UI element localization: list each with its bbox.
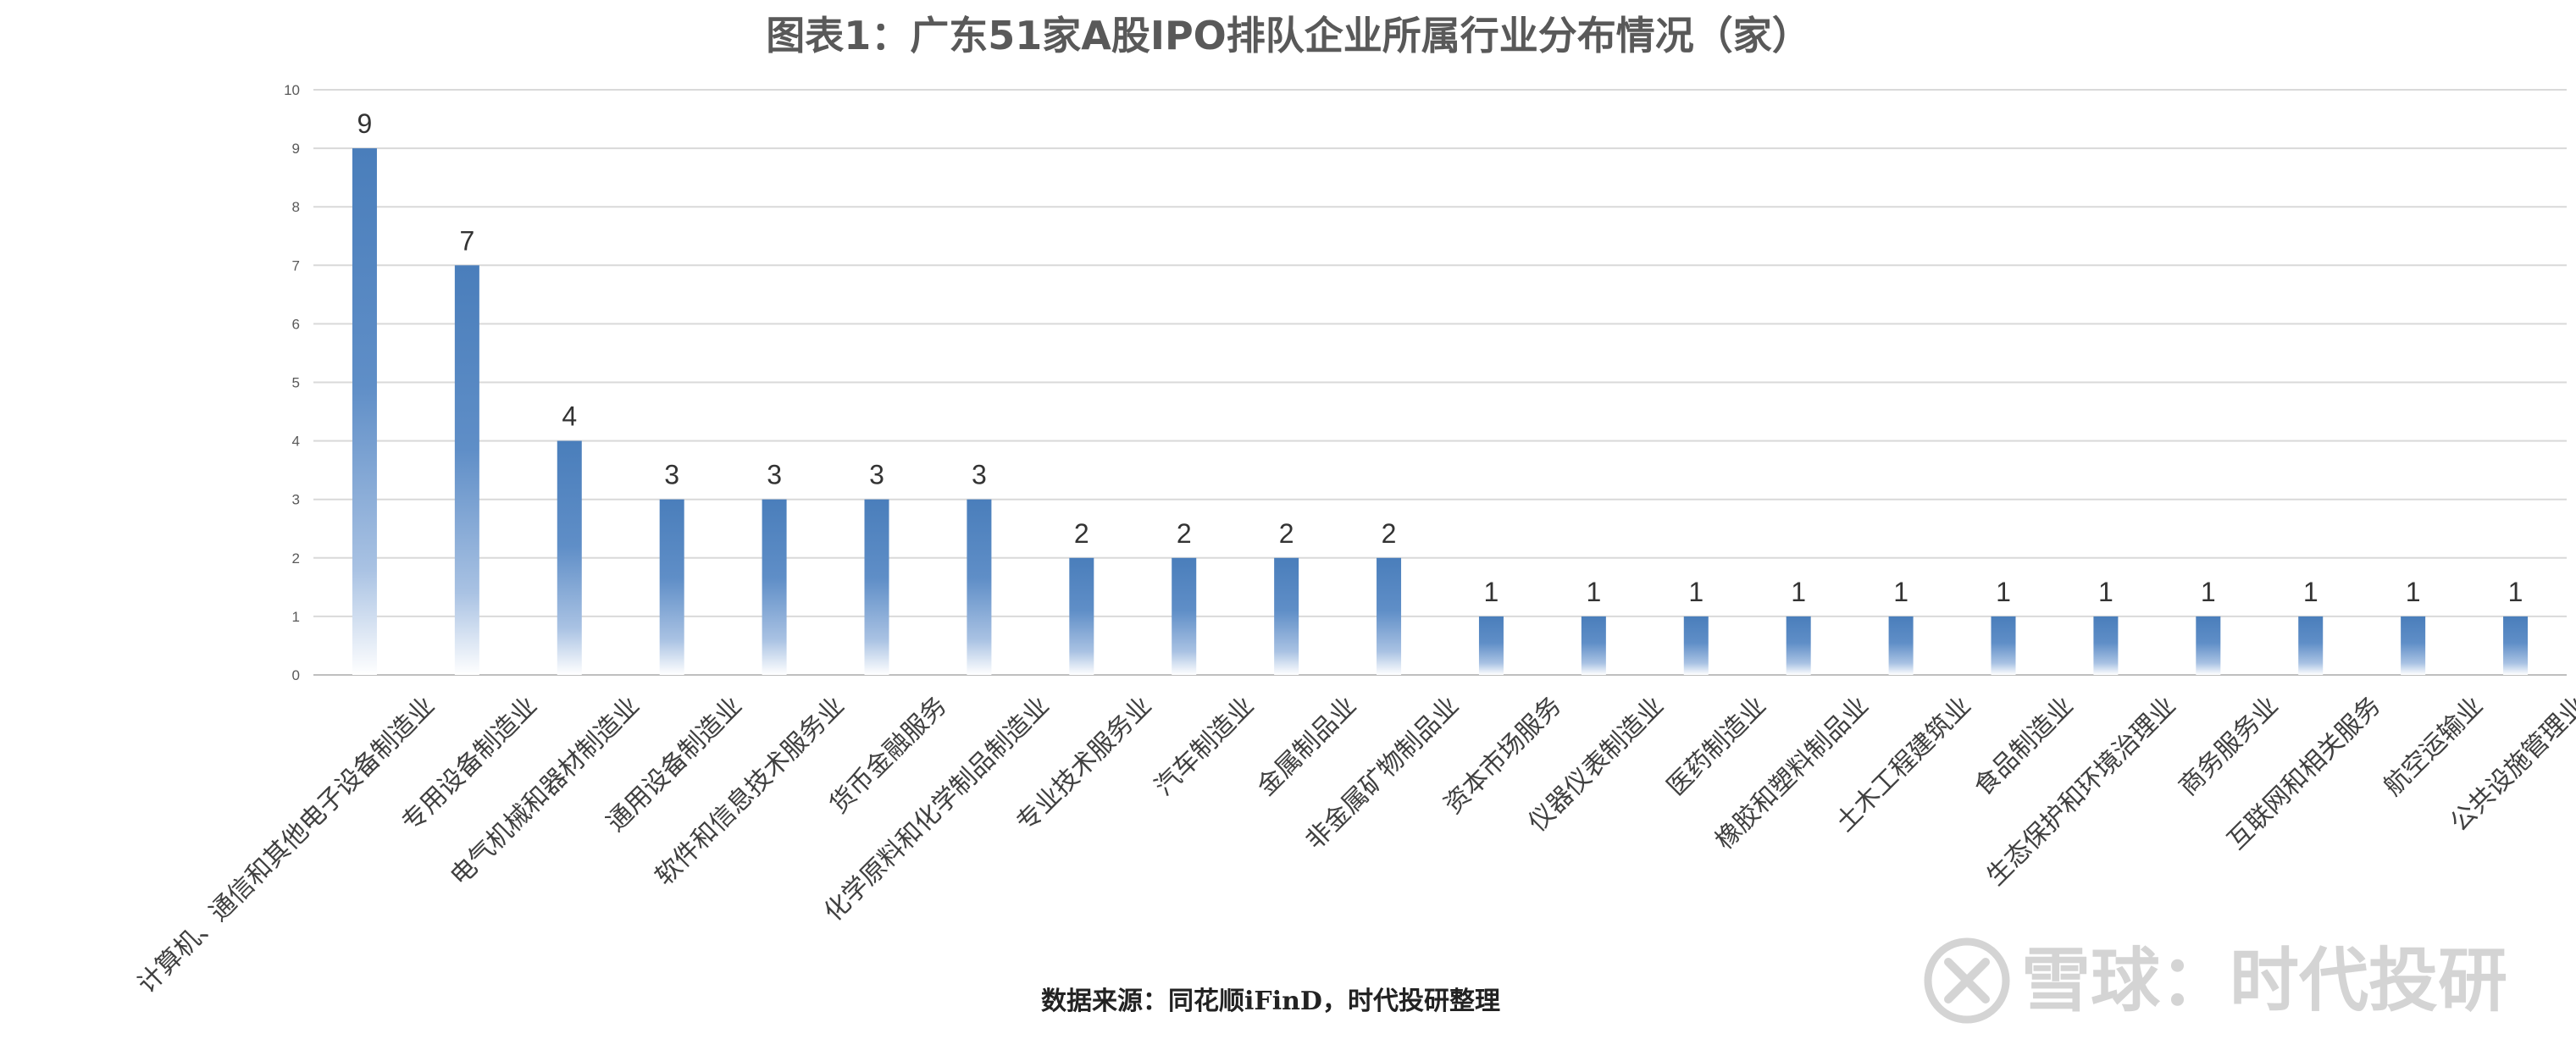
- data-label: 1: [2098, 577, 2113, 607]
- x-tick-label: 航空运输业: [2378, 691, 2489, 802]
- y-tick-label: 4: [292, 434, 300, 450]
- data-label: 1: [1484, 577, 1499, 607]
- snowball-logo-icon: [1924, 937, 2010, 1024]
- x-tick-label: 商务服务业: [2174, 691, 2285, 802]
- x-tick-label: 汽车制造业: [1150, 691, 1260, 802]
- bar: [2298, 616, 2324, 675]
- bar: [2401, 616, 2426, 675]
- bars: [352, 148, 2529, 676]
- y-tick-label: 6: [292, 316, 300, 332]
- bar: [1172, 557, 1197, 675]
- data-label: 3: [664, 460, 679, 490]
- bar: [1581, 616, 1606, 675]
- bar: [762, 499, 787, 675]
- data-label: 7: [459, 225, 474, 256]
- data-label: 1: [2406, 577, 2421, 607]
- bar: [1069, 557, 1094, 675]
- data-label: 3: [869, 460, 884, 490]
- data-label: 3: [972, 460, 987, 490]
- y-tick-label: 0: [292, 667, 300, 683]
- x-tick-label: 软件和信息技术服务业: [650, 691, 850, 892]
- gridlines: [313, 89, 2567, 676]
- bar: [2093, 616, 2119, 675]
- data-label: 1: [2201, 577, 2216, 607]
- source-note: 数据来源：同花顺iFinD，时代投研整理: [1041, 987, 1500, 1016]
- chart-title: 图表1：广东51家A股IPO排队企业所属行业分布情况（家）: [766, 13, 1811, 58]
- bar: [1683, 616, 1709, 675]
- y-tick-label: 1: [292, 609, 300, 625]
- watermark-text: 雪球：时代投研: [2021, 941, 2507, 1021]
- data-label: 1: [1996, 577, 2011, 607]
- y-axis-ticks: 0 1 2 3 4 5 6 7 8 9 10: [284, 82, 300, 683]
- data-label: 2: [1382, 518, 1397, 549]
- bar: [659, 499, 684, 675]
- x-tick-label: 电气机械和器材制造业: [445, 691, 645, 892]
- y-tick-label: 5: [292, 375, 300, 391]
- y-tick-label: 7: [292, 257, 300, 274]
- y-tick-label: 3: [292, 492, 300, 508]
- data-label: 1: [1791, 577, 1806, 607]
- data-label: 2: [1279, 518, 1294, 549]
- bar: [352, 148, 377, 676]
- data-label: 1: [2508, 577, 2523, 607]
- data-labels: 9 7 4 3 3 3 3 2 2 2 2 1 1 1 1 1 1 1 1 1 1 1: [357, 108, 2523, 607]
- data-label: 2: [1177, 518, 1192, 549]
- bar: [967, 499, 992, 675]
- bar: [1377, 557, 1402, 675]
- x-tick-label: 生态保护和环境治理业: [1981, 691, 2182, 892]
- data-label: 3: [767, 460, 782, 490]
- data-label: 1: [1586, 577, 1601, 607]
- data-label: 9: [357, 108, 373, 139]
- bar: [1991, 616, 2016, 675]
- watermark: 雪球：时代投研: [1924, 937, 2507, 1024]
- y-tick-label: 2: [292, 550, 300, 567]
- bar: [1786, 616, 1811, 675]
- bar: [2196, 616, 2221, 675]
- x-tick-label: 医药制造业: [1661, 691, 1772, 802]
- data-label: 1: [1688, 577, 1703, 607]
- bar: [1888, 616, 1914, 675]
- bar: [1478, 616, 1504, 675]
- bar: [864, 499, 889, 675]
- y-tick-label: 8: [292, 199, 300, 215]
- y-tick-label: 9: [292, 141, 300, 157]
- bar: [1274, 557, 1299, 675]
- data-label: 4: [562, 401, 577, 432]
- data-label: 2: [1074, 518, 1089, 549]
- x-tick-label: 计算机、通信和其他电子设备制造业: [132, 691, 440, 999]
- bar: [2503, 616, 2529, 675]
- data-label: 1: [1893, 577, 1908, 607]
- bar: [557, 440, 582, 675]
- data-label: 1: [2303, 577, 2318, 607]
- bar: [454, 265, 479, 675]
- x-tick-label: 食品制造业: [1969, 691, 2080, 802]
- y-tick-label: 10: [284, 82, 300, 98]
- x-tick-label: 金属制品业: [1251, 691, 1362, 802]
